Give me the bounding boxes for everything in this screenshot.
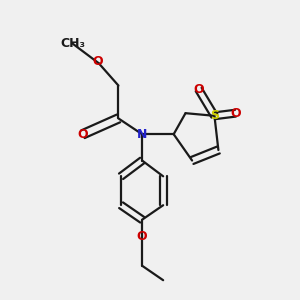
Text: N: N xyxy=(137,128,147,141)
Text: O: O xyxy=(92,56,103,68)
Text: S: S xyxy=(210,109,219,122)
Text: O: O xyxy=(193,83,204,96)
Text: O: O xyxy=(78,128,88,141)
Text: O: O xyxy=(137,230,147,243)
Text: O: O xyxy=(230,107,241,120)
Text: CH₃: CH₃ xyxy=(60,37,85,50)
